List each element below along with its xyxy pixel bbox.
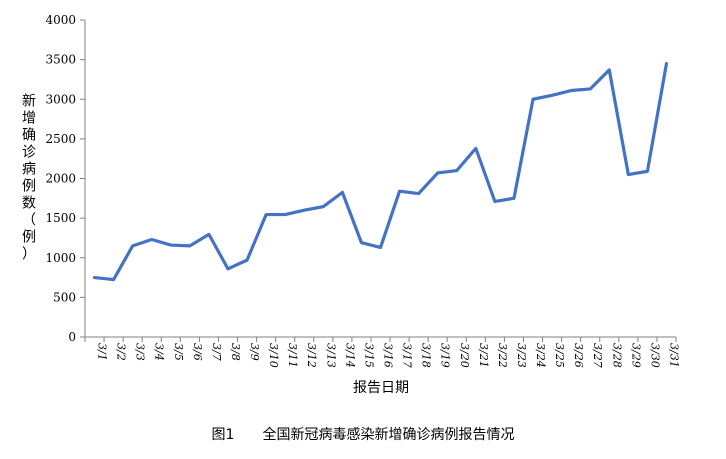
x-tick-label: 3/12 [305,343,318,368]
x-tick-label: 3/19 [439,343,452,368]
x-tick-label: 3/6 [191,343,204,361]
x-tick-label: 3/14 [343,343,356,368]
y-axis-title: 新增确诊病例数（例） [22,94,36,263]
x-tick-label: 3/29 [629,343,642,368]
y-tick-label: 2000 [45,172,76,186]
x-tick-label: 3/8 [229,343,242,361]
figure-caption: 图1 全国新冠病毒感染新增确诊病例报告情况 [0,424,726,444]
y-tick-label: 3000 [45,92,76,106]
x-tick-label: 3/9 [248,343,261,361]
y-tick-label: 0 [68,330,76,344]
series-layer [92,61,669,282]
y-tick-label: 500 [53,290,76,304]
y-tick-label: 4000 [45,13,76,27]
x-tick-label: 3/7 [210,343,223,361]
x-tick-label: 3/27 [591,343,604,368]
series-line [92,61,669,282]
figure-number: 图1 [211,427,235,443]
y-tick-label: 1000 [45,251,76,265]
y-tick-label: 3500 [45,53,76,67]
x-tick-label: 3/23 [515,343,528,368]
x-tick-label: 3/20 [458,343,471,368]
y-axis: 0 500 1000 1500 2000 2500 3000 3500 4000 [45,13,86,344]
x-tick-label: 3/17 [401,343,414,368]
x-tick-label: 3/25 [553,343,566,368]
y-tick-label: 1500 [45,211,76,225]
x-tick-label: 3/18 [420,343,433,368]
x-tick-label: 3/16 [382,343,395,368]
x-tick-label: 3/26 [572,343,585,368]
x-tick-label: 3/13 [324,343,337,368]
x-tick-label: 3/30 [648,343,661,368]
x-axis-title: 报告日期 [353,380,409,396]
x-tick-label: 3/5 [172,343,185,361]
x-tick-label: 3/15 [362,343,375,368]
x-tick-label: 3/10 [267,343,280,368]
x-tick-label: 3/24 [534,343,547,368]
x-tick-label: 3/31 [667,343,680,368]
x-tick-label: 3/11 [286,343,299,368]
x-tick-label: 3/22 [496,343,509,368]
x-tick-label: 3/28 [610,343,623,368]
x-tick-label: 3/2 [115,343,128,361]
x-tick-label: 3/1 [96,343,109,361]
y-tick-label: 2500 [45,132,76,146]
x-axis: 3/1 3/2 3/3 3/4 3/5 3/6 3/7 3/8 3/9 3/10 3/11 3/12 3… [84,336,680,368]
x-tick-label: 3/4 [153,343,166,361]
x-tick-label: 3/21 [477,343,490,368]
figure-title: 全国新冠病毒感染新增确诊病例报告情况 [262,427,515,443]
x-tick-label: 3/3 [134,343,147,361]
